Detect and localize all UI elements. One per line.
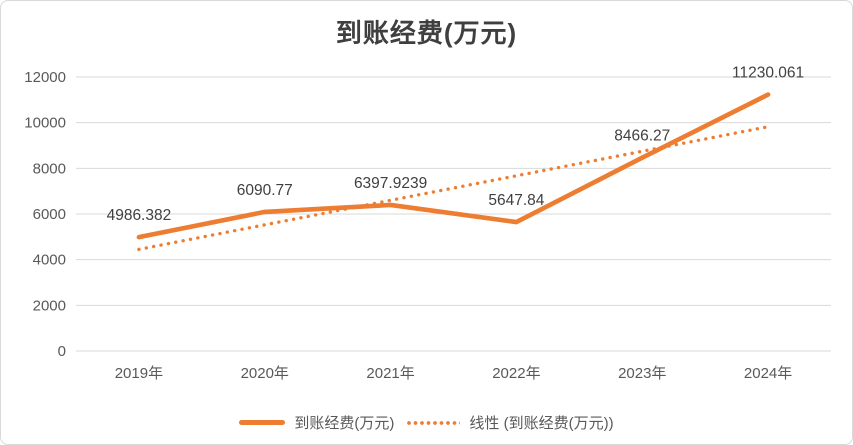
x-tick-label: 2019年 [115, 365, 163, 382]
series-line-swatch [239, 420, 286, 425]
legend-item-trendline: 线性 (到账经费(万元)) [406, 412, 614, 433]
data-label: 6090.77 [237, 182, 293, 199]
legend-trendline-label: 线性 (到账经费(万元)) [469, 415, 614, 432]
y-tick-label: 0 [58, 343, 66, 360]
y-tick-label: 4000 [33, 252, 66, 269]
x-tick-label: 2020年 [241, 365, 289, 382]
legend-item-series: 到账经费(万元) [239, 412, 394, 433]
y-tick-label: 12000 [24, 69, 66, 86]
series-line [136, 92, 771, 240]
plot-area: 0 2000 4000 6000 8000 10000 12000 2019年 2020年 202… [24, 65, 831, 382]
y-tick-label: 6000 [33, 206, 66, 223]
chart-title: 到账经费(万元) [335, 18, 518, 48]
data-label: 4986.382 [107, 207, 172, 224]
data-label: 6397.9239 [354, 175, 427, 192]
x-tick-label: 2023年 [618, 365, 666, 382]
y-tick-label: 8000 [33, 160, 66, 177]
data-label: 8466.27 [614, 128, 670, 145]
trendline [137, 125, 770, 252]
data-label: 11230.061 [732, 65, 804, 82]
x-tick-label: 2024年 [744, 365, 792, 382]
trendline-swatch [406, 419, 461, 426]
y-tick-label: 2000 [33, 297, 66, 314]
data-label: 5647.84 [488, 192, 544, 209]
x-tick-label: 2021年 [366, 365, 414, 382]
legend-series-label: 到账经费(万元) [294, 415, 395, 432]
y-tick-label: 10000 [24, 115, 66, 132]
x-tick-label: 2022年 [492, 365, 540, 382]
legend: 到账经费(万元) 线性 (到账经费(万元)) [1, 412, 852, 433]
